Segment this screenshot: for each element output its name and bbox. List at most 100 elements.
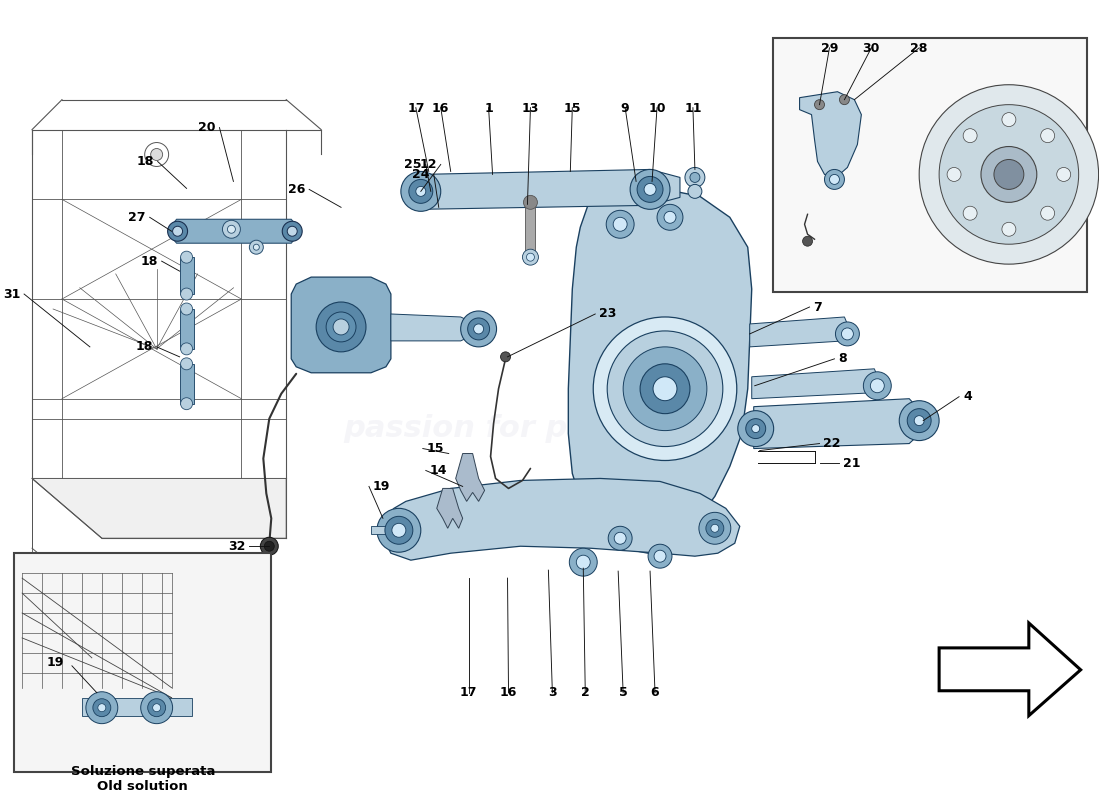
Text: 27: 27 (129, 210, 145, 224)
Text: 22: 22 (824, 437, 842, 450)
Circle shape (842, 328, 854, 340)
Circle shape (570, 548, 597, 576)
Bar (772, 38, 1087, 292)
Circle shape (613, 218, 627, 231)
Circle shape (253, 244, 260, 250)
Circle shape (287, 226, 297, 236)
Circle shape (1041, 206, 1055, 220)
Text: passion for parts.com: passion for parts.com (343, 414, 718, 443)
Polygon shape (800, 92, 861, 174)
Circle shape (153, 704, 161, 712)
Text: 5: 5 (619, 686, 627, 698)
Circle shape (630, 170, 670, 210)
Circle shape (738, 410, 773, 446)
Circle shape (829, 174, 839, 185)
Circle shape (623, 347, 707, 430)
Polygon shape (179, 364, 194, 404)
Text: 31: 31 (2, 287, 20, 301)
Text: 29: 29 (821, 42, 838, 55)
Polygon shape (179, 309, 194, 349)
Circle shape (228, 226, 235, 234)
Text: 17: 17 (460, 686, 477, 698)
Circle shape (698, 512, 730, 544)
Circle shape (939, 105, 1079, 244)
Text: 13: 13 (521, 102, 539, 114)
Text: 9: 9 (620, 102, 629, 114)
Circle shape (92, 698, 111, 717)
Circle shape (283, 222, 302, 242)
Circle shape (316, 302, 366, 352)
Circle shape (914, 416, 924, 426)
Circle shape (167, 222, 188, 242)
Circle shape (400, 171, 441, 211)
Polygon shape (371, 526, 397, 534)
Circle shape (706, 519, 724, 538)
Circle shape (264, 542, 274, 551)
Polygon shape (939, 623, 1080, 716)
Circle shape (377, 508, 421, 552)
Text: 23: 23 (600, 307, 617, 321)
Circle shape (416, 186, 426, 196)
Text: 21: 21 (844, 457, 861, 470)
Text: 6: 6 (651, 686, 659, 698)
Circle shape (654, 550, 666, 562)
Circle shape (461, 311, 496, 347)
Text: 2: 2 (581, 686, 590, 698)
Text: 17: 17 (407, 102, 425, 114)
Circle shape (333, 319, 349, 335)
Circle shape (180, 398, 192, 410)
Circle shape (250, 240, 263, 254)
Circle shape (994, 159, 1024, 190)
Circle shape (648, 544, 672, 568)
Circle shape (751, 425, 760, 433)
Circle shape (606, 210, 634, 238)
Circle shape (593, 317, 737, 461)
Text: 3: 3 (548, 686, 557, 698)
Circle shape (1002, 222, 1016, 236)
Text: 18: 18 (135, 340, 153, 354)
Bar (14, 554, 272, 773)
Circle shape (870, 378, 884, 393)
Circle shape (180, 251, 192, 263)
Circle shape (409, 179, 432, 203)
Text: 32: 32 (228, 540, 245, 553)
Circle shape (964, 129, 977, 142)
Text: 4: 4 (962, 390, 971, 403)
Circle shape (151, 149, 163, 161)
Text: 18: 18 (136, 155, 154, 168)
Circle shape (614, 532, 626, 544)
Circle shape (180, 303, 192, 315)
Circle shape (685, 167, 705, 187)
Circle shape (261, 538, 278, 555)
Circle shape (981, 146, 1037, 202)
Circle shape (864, 372, 891, 400)
Text: 16: 16 (499, 686, 517, 698)
Text: 19: 19 (46, 656, 64, 670)
Circle shape (522, 249, 538, 265)
Circle shape (964, 206, 977, 220)
Text: 1: 1 (484, 102, 493, 114)
Text: 15: 15 (427, 442, 444, 455)
Circle shape (468, 318, 490, 340)
Circle shape (222, 220, 241, 238)
Circle shape (711, 524, 718, 532)
Polygon shape (526, 204, 536, 254)
Circle shape (657, 204, 683, 230)
Polygon shape (383, 478, 740, 560)
Circle shape (527, 253, 535, 261)
Text: Soluzione superata
Old solution: Soluzione superata Old solution (70, 765, 214, 793)
Circle shape (385, 516, 412, 544)
Circle shape (98, 704, 106, 712)
Circle shape (180, 288, 192, 300)
Circle shape (825, 170, 845, 190)
Polygon shape (32, 478, 286, 538)
Circle shape (1057, 167, 1070, 182)
Circle shape (326, 312, 356, 342)
Text: 12: 12 (419, 158, 437, 171)
Text: 18: 18 (141, 254, 157, 268)
Circle shape (608, 526, 632, 550)
Circle shape (607, 331, 723, 446)
Circle shape (899, 401, 939, 441)
Circle shape (746, 418, 766, 438)
Text: 16: 16 (432, 102, 450, 114)
